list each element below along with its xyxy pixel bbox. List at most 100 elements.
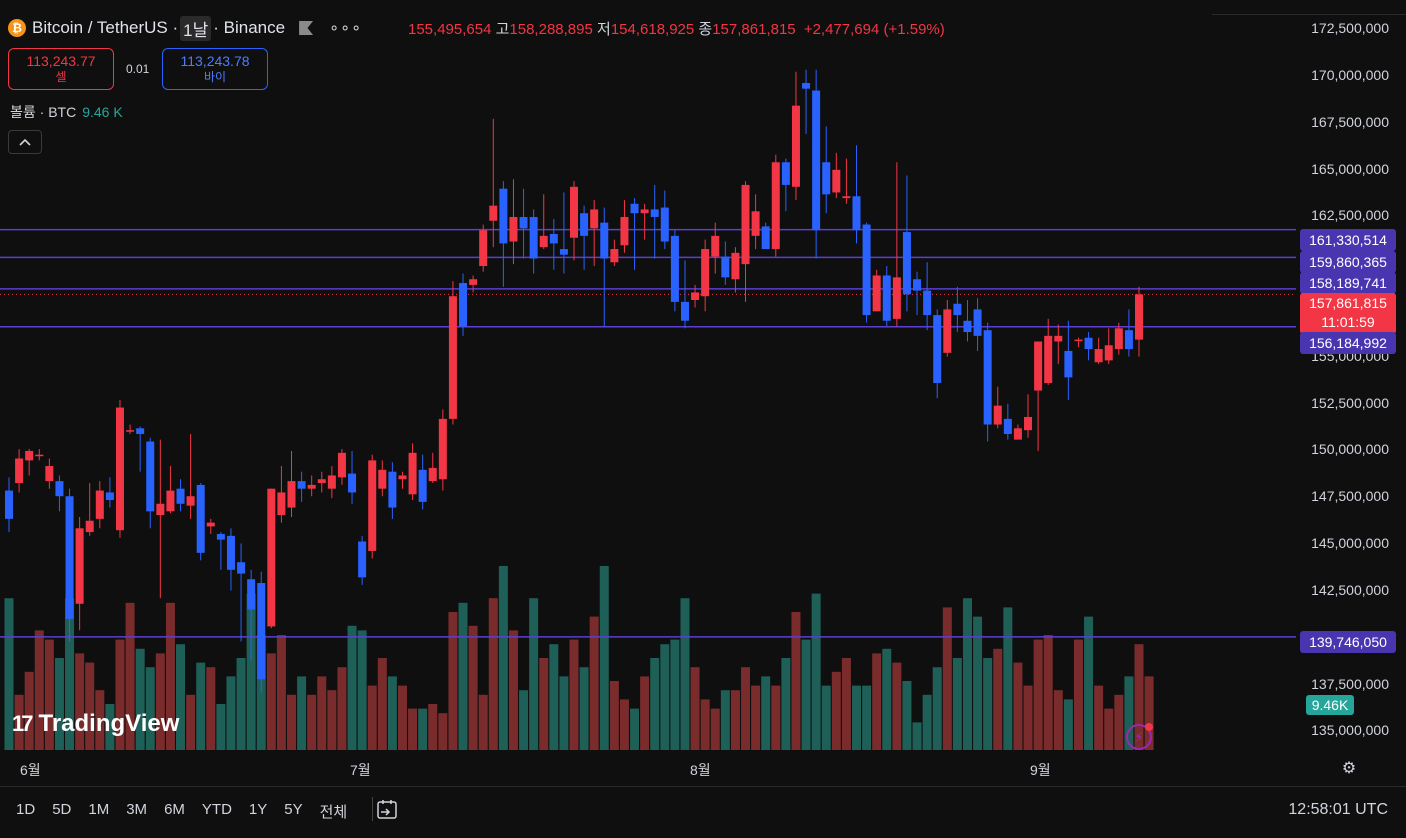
volume-bar [95,690,105,750]
volume-bar [145,667,155,750]
more-options-icon[interactable]: ∘∘∘ [329,20,363,37]
range-ytd[interactable]: YTD [201,801,232,818]
range-5y[interactable]: 5Y [284,801,303,818]
sell-button[interactable]: 113,243.77 셀 [8,48,114,90]
candle-body [791,105,800,187]
go-to-date-button[interactable] [372,797,397,821]
candle [630,198,639,270]
volume-bar [841,658,851,750]
candle-body [307,484,316,489]
volume-bar [640,676,650,750]
volume-bar [609,681,619,750]
range-6m[interactable]: 6M [164,801,185,818]
candle [438,409,447,491]
collapse-legend-button[interactable] [8,130,42,154]
volume-bar [912,722,922,750]
volume-bar [1084,616,1094,750]
candle [822,126,831,214]
candle-body [943,309,952,353]
buy-button[interactable]: 113,243.78 바이 [162,48,268,90]
candle [620,200,629,253]
spread-value: 0.01 [126,62,150,76]
candle-body [166,490,175,512]
volume-legend[interactable]: 볼륨 · BTC 9.46 K [10,102,123,122]
flag-icon[interactable] [299,21,314,35]
volume-bar [902,681,912,750]
candle [771,154,780,257]
candle [721,241,730,285]
time-axis-label: 7월 [350,762,371,778]
candle-body [1104,345,1113,361]
utc-clock[interactable]: 12:58:01 UTC [1288,801,1388,818]
candle-body [469,279,478,285]
hline-price-tag[interactable]: 158,189,741 [1300,272,1396,294]
candle-body [348,473,357,493]
time-axis-label: 9월 [1030,762,1051,778]
candle-body [105,492,114,500]
candle [509,179,518,265]
candle [1064,320,1073,400]
candle [65,488,74,642]
candle-body [751,211,760,236]
range-1y[interactable]: 1Y [248,801,268,818]
candle [297,471,306,502]
candle-body [35,454,44,457]
range-1m[interactable]: 1M [88,801,110,818]
buy-label: 바이 [203,70,227,84]
hline-price-tag[interactable]: 156,184,992 [1300,332,1396,354]
range-5d[interactable]: 5D [52,801,72,818]
lightning-icon[interactable]: ⚡ [1126,723,1153,750]
candle-body [388,471,397,508]
symbol-legend[interactable]: ₿ Bitcoin / TetherUS · 1날 · Binance ∘∘∘ [8,14,362,42]
candle [105,477,114,508]
tradingview-logo[interactable]: 17 TradingView [12,710,179,738]
bottom-toolbar: 1D 5D 1M 3M 6M YTD 1Y 5Y 전체 12:58:01 UTC [0,786,1406,838]
candle [327,466,336,499]
volume-bar [771,685,781,750]
time-axis-label: 8월 [690,762,711,778]
candle-body [701,249,710,297]
candle-body [721,256,730,278]
volume-bar [206,667,216,750]
volume-bar [216,704,226,750]
settings-gear-icon[interactable]: ⚙ [1341,760,1357,777]
candle [247,569,256,661]
candle-body [660,207,669,242]
hline-price-tag[interactable]: 159,860,365 [1300,251,1396,273]
candle [1024,394,1033,438]
candle-body [408,452,417,495]
candle-body [953,303,962,316]
candle [337,449,346,485]
range-all[interactable]: 전체 [319,804,348,821]
interval-selector[interactable]: 1날 [180,15,212,41]
volume-bar [549,644,559,750]
symbol-name[interactable]: Bitcoin / TetherUS · [32,18,179,37]
hline-price-tag[interactable]: 161,330,514 [1300,229,1396,251]
candle-body [368,460,377,551]
volume-bar [125,602,135,750]
candle [983,322,992,442]
candle [388,462,397,519]
price-axis-label: 162,500,000 [1311,207,1389,223]
range-1d[interactable]: 1D [16,801,36,818]
candle-body [680,301,689,321]
candle-body [176,488,185,504]
price-axis-label: 137,500,000 [1311,676,1389,692]
candle-body [85,520,94,533]
candle-body [559,249,568,255]
candle-body [378,469,387,489]
hline-price-tag[interactable]: 139,746,050 [1300,631,1396,653]
volume-bar [1134,644,1144,750]
volume-bar [327,690,337,750]
candle [519,188,528,259]
bitcoin-icon: ₿ [8,19,26,37]
volume-bar [488,598,498,750]
volume-bar [791,612,801,750]
candle [1084,332,1093,361]
range-3m[interactable]: 3M [126,801,148,818]
candle [1124,309,1133,357]
volume-bar [347,625,357,750]
candle-body [146,441,155,512]
volume-bar [811,593,821,750]
